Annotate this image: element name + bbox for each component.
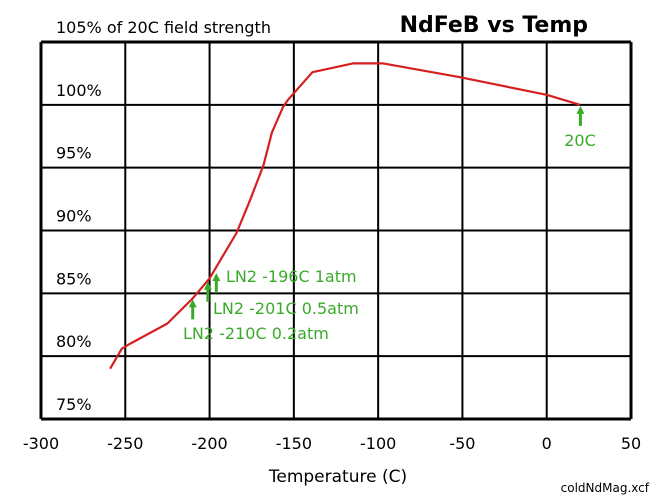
y-tick-label: 85% <box>56 269 92 288</box>
x-tick-label: 0 <box>542 434 552 453</box>
y-tick-label: 75% <box>56 395 92 414</box>
footer-filename: coldNdMag.xcf <box>561 481 650 495</box>
arrow-head-icon <box>203 281 212 290</box>
arrow-head-icon <box>576 105 585 114</box>
chart-subtitle: 105% of 20C field strength <box>56 18 271 37</box>
y-tick-label: 80% <box>56 332 92 351</box>
x-tick-label: -100 <box>360 434 396 453</box>
x-axis-label: Temperature (C) <box>268 467 407 487</box>
x-tick-label: -50 <box>449 434 475 453</box>
arrow-head-icon <box>188 299 197 308</box>
chart-title: NdFeB vs Temp <box>400 13 588 38</box>
x-tick-label: -250 <box>107 434 143 453</box>
y-tick-label: 95% <box>56 144 92 163</box>
x-tick-label: 50 <box>621 434 641 453</box>
annotations: LN2 -196C 1atm LN2 -201C 0.5atm LN2 -210C … <box>183 105 596 343</box>
grid <box>39 40 633 421</box>
x-tick-label: -150 <box>276 434 312 453</box>
annotation-label: LN2 -210C 0.2atm <box>183 324 329 343</box>
series-layer <box>109 62 581 370</box>
annotation-label: 20C <box>564 131 596 150</box>
annotation-label: LN2 -201C 0.5atm <box>213 299 359 318</box>
y-tick-label: 90% <box>56 207 92 226</box>
arrow-head-icon <box>212 272 221 281</box>
x-tick-label: -300 <box>23 434 59 453</box>
x-tick-label: -200 <box>191 434 227 453</box>
series-line <box>109 62 581 370</box>
annotation-label: LN2 -196C 1atm <box>226 267 357 286</box>
x-tick-labels: -300 -250 -200 -150 -100 -50 0 50 <box>23 434 641 453</box>
y-tick-label: 100% <box>56 81 102 100</box>
y-tick-labels: 75% 80% 85% 90% 95% 100% <box>56 81 102 414</box>
